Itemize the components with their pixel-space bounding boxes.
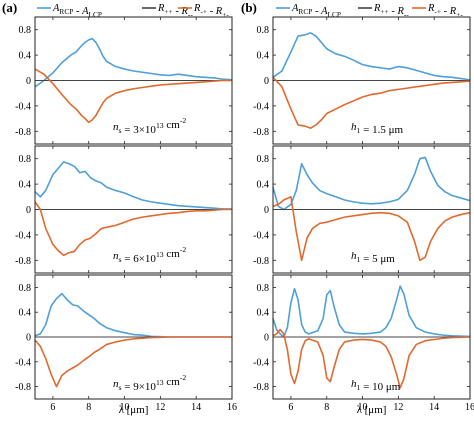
legend-label: ARCP - ALCP bbox=[291, 3, 341, 19]
x-tick-label: 14 bbox=[191, 402, 201, 413]
y-tick-label: 0.8 bbox=[19, 283, 32, 294]
plot-frame bbox=[34, 274, 233, 400]
legend-label: R-+ - R+- bbox=[193, 3, 229, 19]
y-tick-label: 0.4 bbox=[19, 51, 32, 62]
chart-panel-a-row3: 0.8 0.4 0 -0.4 -0.8 ns = 9×1013 cm-2 6 8 10 12 14 1… bbox=[15, 274, 237, 416]
x-tick-label: 6 bbox=[50, 402, 55, 413]
x-tick-label: 14 bbox=[429, 402, 439, 413]
y-tick-label: -0.4 bbox=[15, 230, 31, 241]
x-axis-label: λ [μm] bbox=[357, 404, 387, 416]
y-tick-label: -0.8 bbox=[253, 382, 269, 393]
y-tick-label: -0.8 bbox=[253, 256, 269, 267]
legend-label: R-+ - R+- bbox=[427, 3, 463, 19]
series-line-1 bbox=[34, 161, 232, 210]
y-tick-label: 0 bbox=[264, 333, 269, 344]
legend-label: R++ - R-- bbox=[157, 3, 193, 19]
plot-frame bbox=[34, 16, 233, 145]
series-line-1 bbox=[34, 37, 233, 88]
y-tick-label: -0.4 bbox=[253, 230, 269, 241]
chart-panel-a-row1: 0.8 0.4 0 -0.4 -0.8 ns = 3×1013 cm-2 bbox=[15, 16, 233, 145]
y-tick-label: 0.8 bbox=[19, 154, 32, 165]
series-line-3 bbox=[272, 328, 471, 389]
legend-label: R++ - R-- bbox=[373, 3, 409, 19]
plot-frame bbox=[34, 145, 233, 274]
series-line-3 bbox=[34, 336, 232, 388]
y-tick-label: 0 bbox=[264, 205, 269, 216]
panel-label-b: (b) bbox=[241, 0, 257, 15]
chart-panel-a-row2: 0.8 0.4 0 -0.4 -0.8 ns = 6×1013 cm-2 bbox=[15, 145, 233, 274]
panel-annotation: ns = 6×1013 cm-2 bbox=[113, 245, 186, 265]
panel-annotation: ns = 3×1013 cm-2 bbox=[113, 116, 186, 136]
y-tick-label: 0.4 bbox=[19, 308, 32, 319]
y-tick-label: 0.4 bbox=[257, 51, 270, 62]
y-tick-label: -0.4 bbox=[15, 357, 31, 368]
plot-frame bbox=[272, 274, 471, 400]
y-tick-label: 0.4 bbox=[257, 180, 270, 191]
x-tick-label: 8 bbox=[86, 402, 91, 413]
y-tick-label: 0 bbox=[26, 333, 31, 344]
chart-panel-b-row3: 0.8 0.4 0 -0.4 -0.8 h1 = 10 μm 6 8 10 12 14 16 λ [μm… bbox=[253, 274, 474, 416]
series-line-1 bbox=[272, 32, 471, 81]
y-tick-label: -0.8 bbox=[15, 127, 31, 138]
series-line-1 bbox=[272, 285, 471, 338]
chart-panel-b-row1: 0.8 0.4 0 -0.4 -0.8 h1 = 1.5 μm bbox=[253, 16, 471, 145]
chart-panel-b-row2: 0.8 0.4 0 -0.4 -0.8 h1 = 5 μm bbox=[253, 145, 471, 274]
y-tick-label: -0.4 bbox=[253, 101, 269, 112]
plot-frame bbox=[272, 16, 471, 145]
y-tick-label: -0.8 bbox=[15, 256, 31, 267]
y-tick-label: -0.4 bbox=[253, 357, 269, 368]
y-tick-label: 0.8 bbox=[257, 283, 270, 294]
panel-label-a: (a) bbox=[2, 0, 17, 15]
y-tick-label: 0.8 bbox=[257, 154, 270, 165]
x-tick-label: 16 bbox=[465, 402, 474, 413]
panel-annotation: h1 = 5 μm bbox=[351, 250, 395, 265]
y-tick-label: 0.4 bbox=[257, 308, 270, 319]
y-tick-label: 0.8 bbox=[257, 25, 270, 36]
series-line-3 bbox=[34, 201, 232, 257]
x-axis-label: λ [μm] bbox=[119, 404, 149, 416]
y-tick-label: 0 bbox=[264, 76, 269, 87]
y-tick-label: -0.8 bbox=[253, 127, 269, 138]
series-line-3 bbox=[272, 76, 471, 129]
y-tick-label: 0 bbox=[26, 76, 31, 87]
x-tick-label: 16 bbox=[227, 402, 237, 413]
plot-frame bbox=[272, 145, 471, 274]
series-line-1 bbox=[272, 156, 471, 211]
panel-annotation: ns = 9×1013 cm-2 bbox=[113, 373, 186, 393]
series-line-1 bbox=[34, 292, 232, 338]
y-tick-label: 0.4 bbox=[19, 180, 32, 191]
x-tick-label: 12 bbox=[155, 402, 165, 413]
x-tick-label: 8 bbox=[324, 402, 329, 413]
y-tick-label: -0.4 bbox=[15, 101, 31, 112]
y-tick-label: 0.8 bbox=[19, 25, 32, 36]
x-tick-label: 12 bbox=[393, 402, 403, 413]
series-line-3 bbox=[34, 68, 232, 124]
y-tick-label: -0.8 bbox=[15, 382, 31, 393]
x-tick-label: 10 bbox=[358, 402, 368, 413]
series-line-3 bbox=[272, 196, 471, 262]
x-tick-label: 6 bbox=[288, 402, 293, 413]
panel-annotation: h1 = 1.5 μm bbox=[351, 121, 403, 136]
x-tick-label: 10 bbox=[120, 402, 130, 413]
legend-label: ARCP - ALCP bbox=[52, 3, 102, 19]
y-tick-label: 0 bbox=[26, 205, 31, 216]
panel-annotation: h1 = 10 μm bbox=[351, 378, 401, 393]
